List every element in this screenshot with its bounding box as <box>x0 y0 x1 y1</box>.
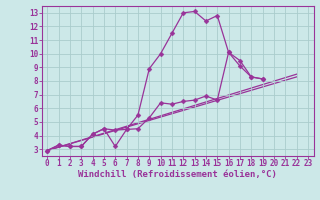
X-axis label: Windchill (Refroidissement éolien,°C): Windchill (Refroidissement éolien,°C) <box>78 170 277 179</box>
